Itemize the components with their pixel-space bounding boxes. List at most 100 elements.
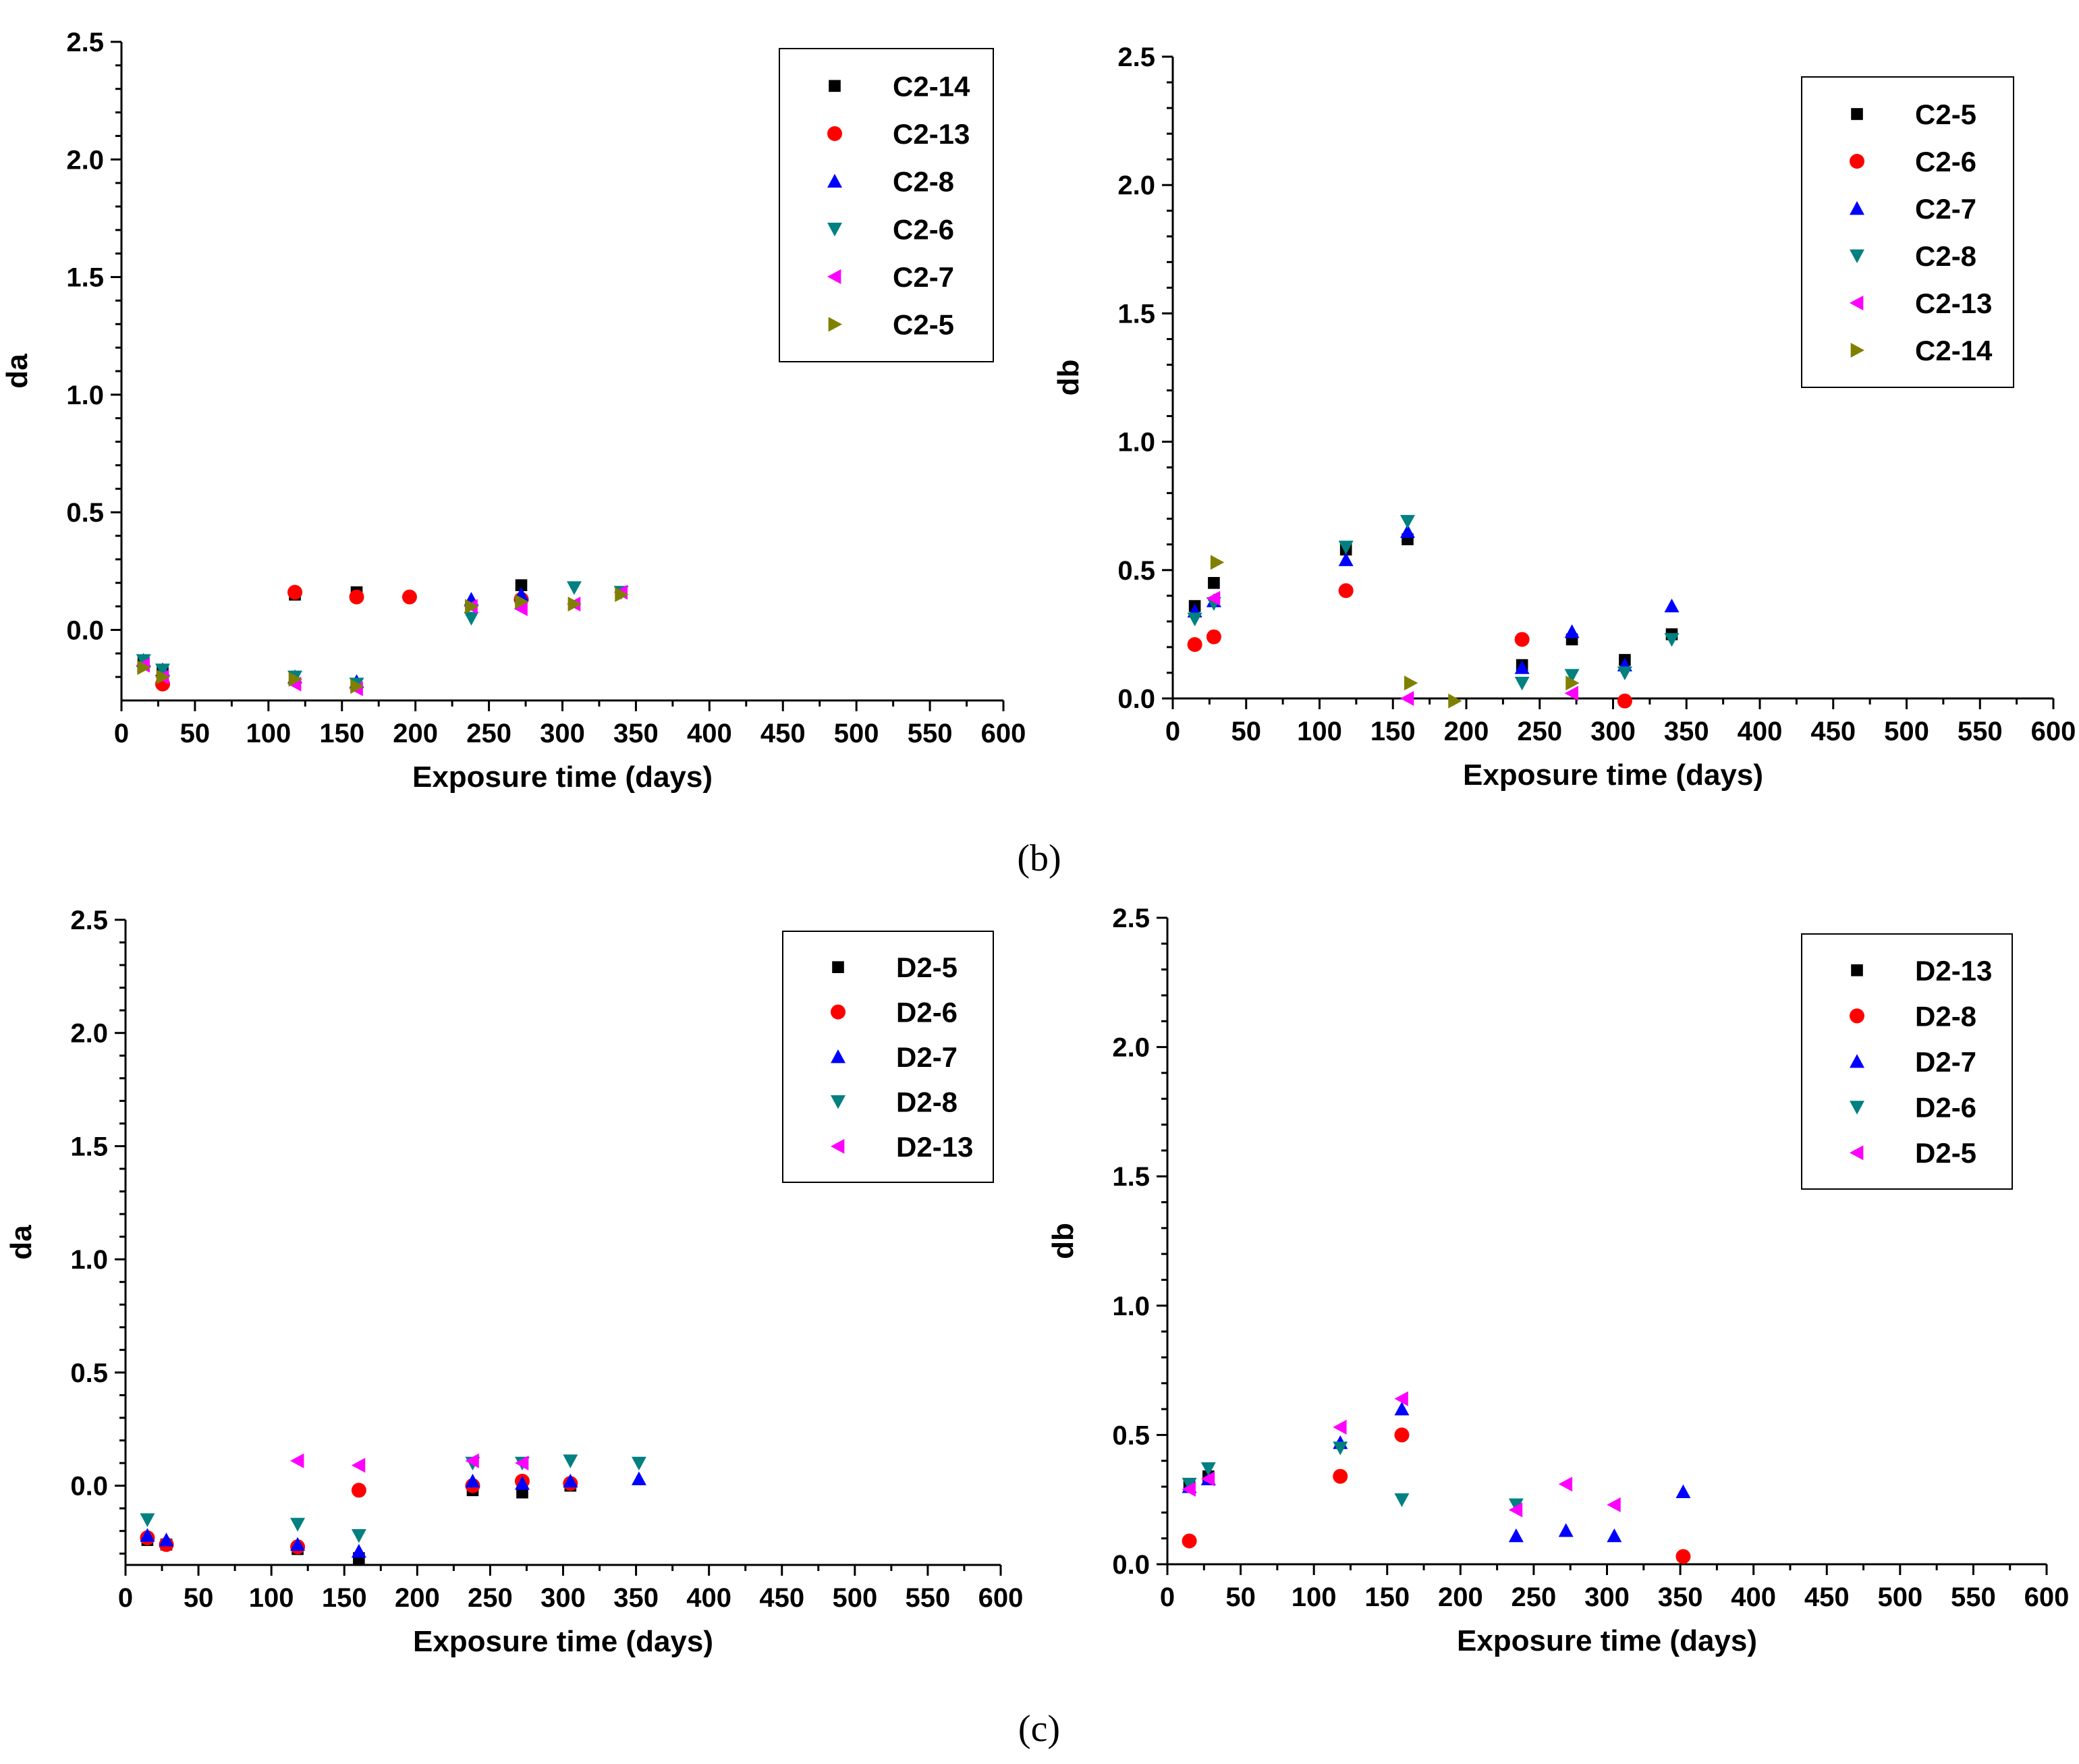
data-point [401,589,417,605]
x-tick-label: 550 [906,1583,951,1613]
data-point [515,594,529,609]
legend-marker [1850,1101,1864,1115]
legend-marker [1850,1054,1864,1068]
data-point [1333,1468,1348,1484]
legend-label: C2-7 [1915,193,1976,225]
data-point [1564,624,1580,638]
x-tick-label: 600 [2031,717,2076,746]
data-point [631,1456,646,1471]
data-point [1394,1427,1410,1443]
data-point [140,1513,155,1527]
series-C2-14 [137,579,528,678]
x-axis-label: Exposure time (days) [413,1625,713,1658]
legend-label: D2-13 [896,1131,973,1163]
x-tick-label: 150 [1370,717,1416,746]
data-point [1394,1493,1410,1508]
y-tick-label: 0.5 [66,498,104,528]
data-point [1617,693,1632,709]
legend-label: D2-8 [1915,1000,1976,1032]
data-point [563,1473,578,1488]
legend: D2-5 D2-6 D2-7 D2-8 D2-13 [782,931,994,1183]
series-C2-8 [1187,515,1680,691]
legend-marker [1851,108,1863,120]
data-point [1400,524,1415,539]
legend-marker [828,316,842,332]
x-tick-label: 250 [1512,1582,1557,1612]
legend-label: C2-5 [893,309,954,341]
x-tick-label: 100 [1297,717,1342,746]
series-D2-13 [290,1453,529,1473]
chart-b-right: 0 50 100 150 200 250 300 350 400 450 500 550 600 0.0 0… [1052,43,2076,792]
y-axis-label: da [1,354,34,389]
data-point [464,611,479,626]
data-point [1333,1419,1347,1435]
legend-label: D2-6 [1915,1092,1976,1124]
data-point [155,663,170,678]
data-point [1664,633,1680,647]
data-point [290,1518,306,1532]
data-point [1206,590,1221,606]
y-tick-label: 1.5 [66,263,104,293]
x-tick-label: 400 [686,1583,731,1613]
y-axis-label: da [5,1225,38,1260]
x-tick-label: 300 [540,1583,586,1613]
data-point [1564,669,1580,683]
x-tick-label: 450 [759,1583,804,1613]
legend-marker [1851,964,1863,976]
x-tick-label: 350 [1664,717,1709,746]
y-tick-label: 2.5 [70,906,108,935]
y-tick-label: 2.0 [1112,1033,1150,1063]
data-point [1187,612,1202,627]
x-tick-label: 150 [1364,1582,1410,1612]
data-point [567,597,582,612]
data-point [1338,541,1354,555]
x-tick-label: 0 [114,719,129,748]
legend-label: C2-6 [893,213,954,245]
legend-marker [1850,249,1864,263]
data-point [351,1458,366,1473]
legend: C2-14 C2-13 C2-8 C2-6 C2-7 C2-5 [779,48,994,362]
legend-marker [829,80,841,92]
x-tick-label: 300 [1584,1582,1630,1612]
y-tick-label: 1.0 [1112,1292,1150,1321]
data-point [1675,1549,1691,1564]
legend-marker [831,1138,845,1154]
x-tick-label: 550 [1951,1582,1996,1612]
x-tick-label: 0 [118,1583,133,1613]
x-tick-label: 50 [184,1583,214,1613]
x-tick-label: 450 [1810,717,1856,746]
data-point [1182,1481,1196,1497]
x-tick-label: 200 [1444,717,1489,746]
x-tick-label: 150 [322,1583,367,1613]
x-axis-label: Exposure time (days) [412,761,713,794]
y-tick-label: 1.5 [70,1132,108,1161]
data-point [563,1454,578,1468]
legend-label: C2-6 [1915,146,1976,177]
data-point [137,660,151,676]
y-tick-label: 2.5 [1112,904,1150,933]
series-C2-5 [1188,533,1678,671]
legend-marker [1850,1008,1864,1024]
y-tick-label: 1.0 [70,1245,108,1275]
data-point [1400,515,1415,529]
data-point [514,1476,530,1490]
y-tick-label: 0.0 [1117,684,1155,714]
data-point [1182,1477,1197,1492]
series-D2-7 [1182,1402,1691,1543]
data-point [290,1537,306,1551]
series-D2-7 [140,1471,646,1558]
legend-marker [827,222,842,237]
data-point [1565,676,1580,691]
x-tick-label: 50 [1231,717,1262,746]
x-tick-label: 250 [466,719,511,748]
data-point [1338,552,1354,566]
chart-b-left: 0 50 100 150 200 250 300 350 400 450 500 550 600 0.0 0… [1,28,1026,794]
data-point [1206,629,1221,644]
x-tick-label: 500 [1884,717,1929,746]
legend-label: D2-5 [896,952,958,983]
data-point [1200,1471,1215,1487]
x-tick-label: 250 [1517,717,1562,746]
series-C2-7 [136,584,628,696]
data-point [287,584,303,600]
y-tick-label: 2.0 [1117,171,1155,200]
